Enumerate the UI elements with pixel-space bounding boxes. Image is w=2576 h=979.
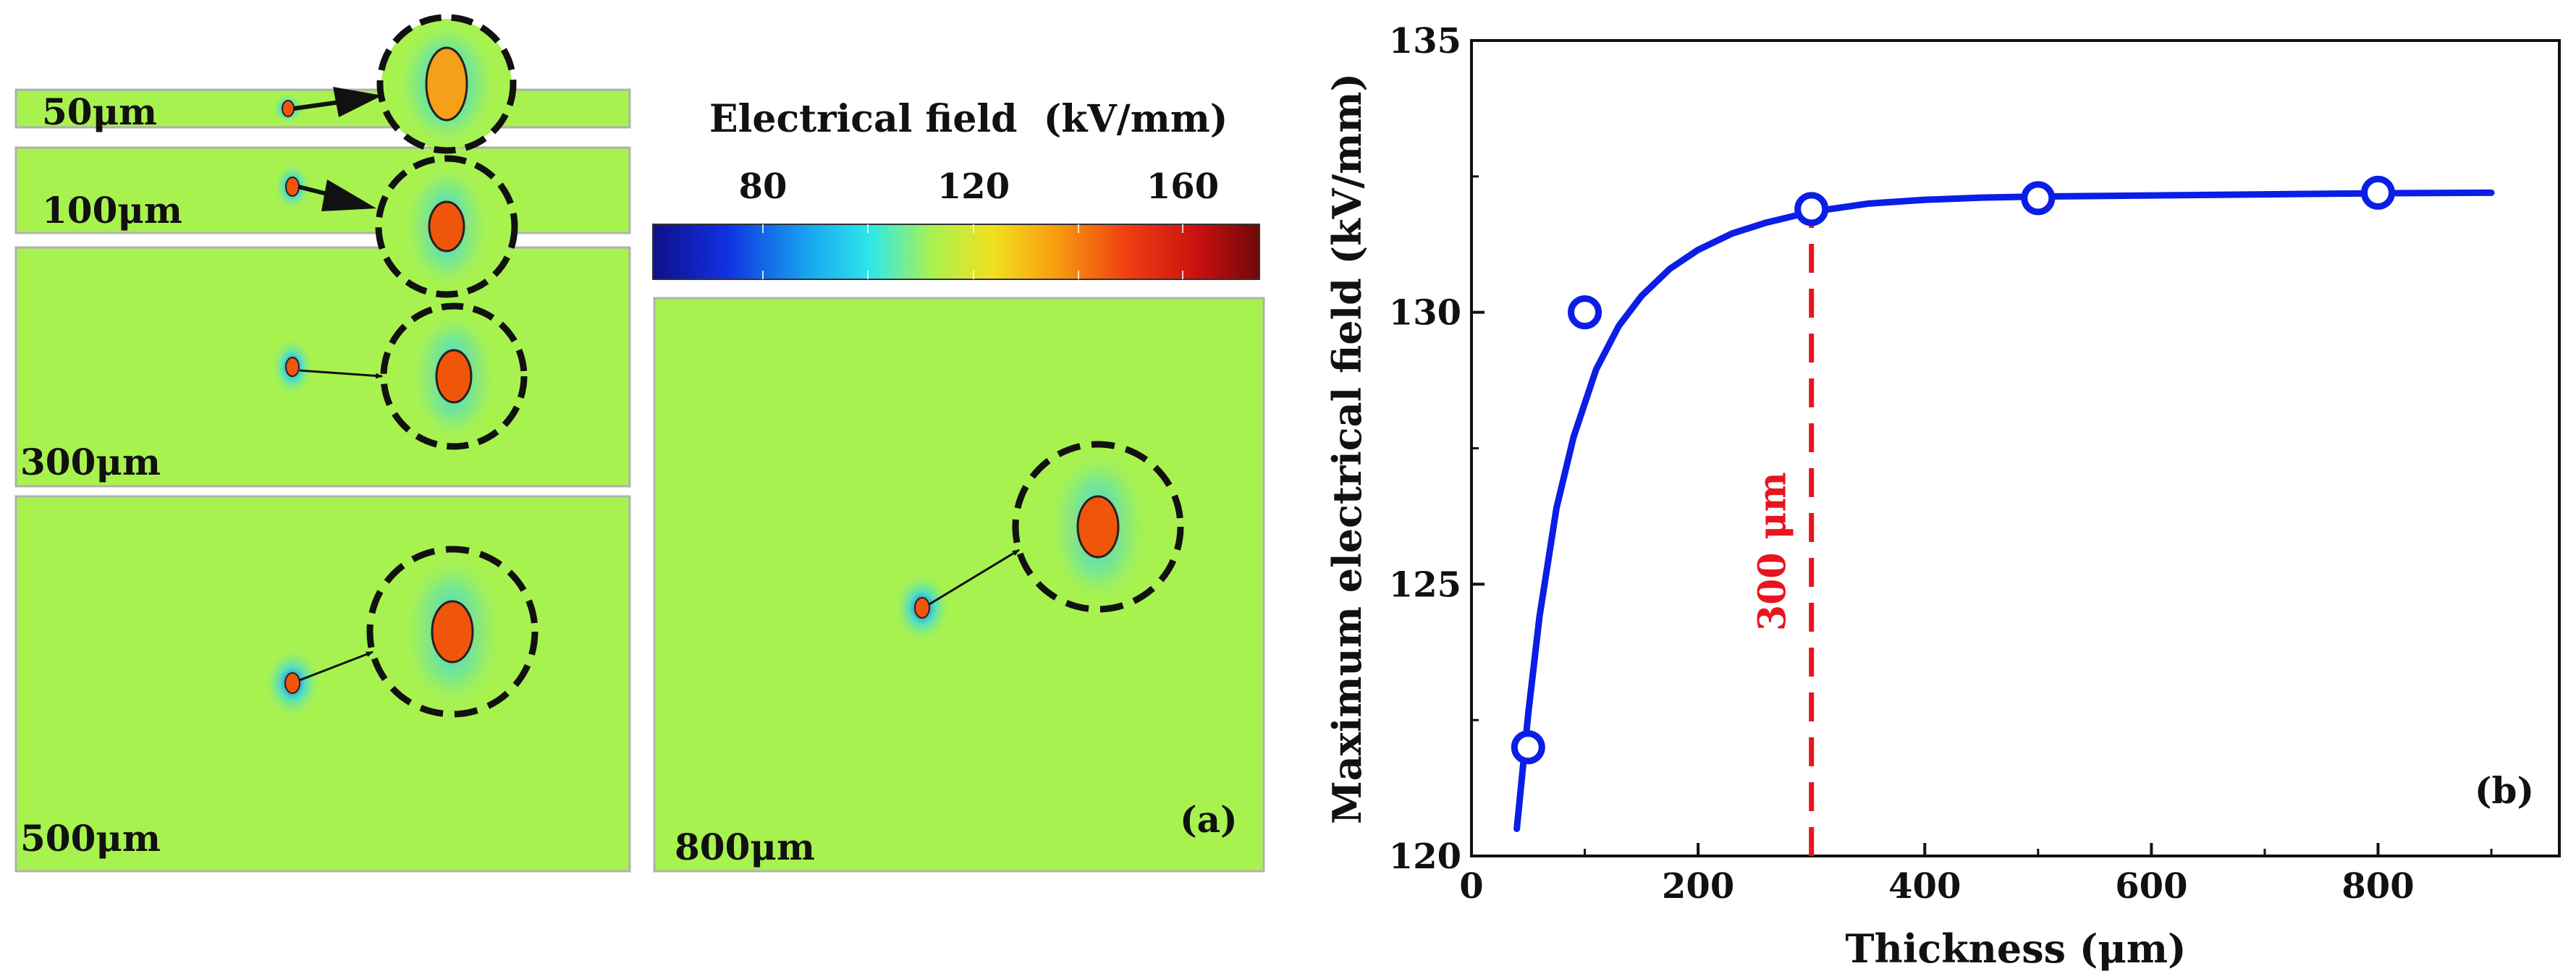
y-axis-label: Maximum electrical field (kV/mm) — [1324, 73, 1370, 824]
arrow-50um — [293, 100, 341, 111]
inclusion-small-500um — [263, 647, 321, 719]
panel-a: 50μm 100μm 300μm 500μm 800μm (a) Electri… — [14, 14, 1265, 873]
label-50um: 50μm — [42, 90, 157, 133]
y-tick-label-135: 135 — [1389, 21, 1461, 62]
data-point-800 — [2361, 175, 2395, 210]
label-500um: 500μm — [20, 817, 161, 860]
strip-100um — [14, 146, 631, 234]
panel-b-label: (b) — [2475, 769, 2534, 812]
colorbar-title: Electrical field (kV/mm) — [709, 97, 1228, 141]
strip-50um — [14, 88, 631, 129]
zoom-500um — [366, 546, 539, 718]
colorbar-tick-80: 80 — [739, 166, 787, 207]
arrow-300um — [299, 369, 383, 379]
data-point-50 — [1511, 730, 1545, 765]
label-300um: 300μm — [20, 441, 161, 483]
panel-b-chart: 0 200 400 600 800 120 125 130 135 300 μm Thickn… — [1324, 21, 2561, 972]
y-axis: 120 125 130 135 — [1389, 21, 1485, 877]
fit-curve — [1513, 189, 2495, 832]
zoom-50um — [376, 14, 517, 154]
colorbar-tick-160: 160 — [1146, 166, 1219, 207]
x-tick-label-200: 200 — [1662, 866, 1734, 907]
strip-500um — [14, 495, 631, 873]
inclusion-small-800um — [893, 572, 951, 644]
x-axis: 0 200 400 600 800 — [1459, 843, 2493, 907]
arrow-800um — [929, 548, 1020, 606]
x-tick-label-0: 0 — [1459, 866, 1483, 907]
colorbar-tick-120: 120 — [937, 166, 1010, 207]
zoom-100um — [375, 155, 518, 298]
x-tick-label-600: 600 — [2115, 866, 2187, 907]
arrow-500um — [299, 650, 373, 682]
colorbar: Electrical field (kV/mm) 80 120 160 — [652, 97, 1260, 280]
y-tick-label-125: 125 — [1389, 564, 1461, 605]
zoom-arrows — [293, 87, 1020, 682]
data-point-100 — [1568, 295, 1602, 330]
inclusion-small-300um — [271, 336, 314, 397]
panel-a-label: (a) — [1180, 798, 1238, 841]
label-100um: 100μm — [42, 189, 182, 232]
vline-label: 300 μm — [1751, 472, 1795, 631]
label-800um: 800μm — [675, 826, 815, 868]
zoom-800um — [1012, 441, 1184, 613]
data-point-500 — [2021, 181, 2056, 216]
annotations: 300 μm — [1751, 208, 1815, 856]
x-tick-label-400: 400 — [1888, 866, 1961, 907]
y-tick-label-120: 120 — [1389, 836, 1461, 877]
strip-300um — [14, 246, 631, 488]
data-point-300 — [1794, 192, 1829, 226]
plot-frame — [1470, 39, 2561, 857]
series — [1511, 175, 2495, 832]
colorbar-gradient — [652, 224, 1260, 280]
y-tick-label-130: 130 — [1389, 293, 1461, 334]
x-axis-label: Thickness (μm) — [1845, 925, 2186, 972]
strip-800um — [653, 297, 1265, 873]
inclusion-small-50um — [272, 93, 304, 124]
zoom-300um — [380, 302, 528, 450]
x-tick-label-800: 800 — [2341, 866, 2414, 907]
